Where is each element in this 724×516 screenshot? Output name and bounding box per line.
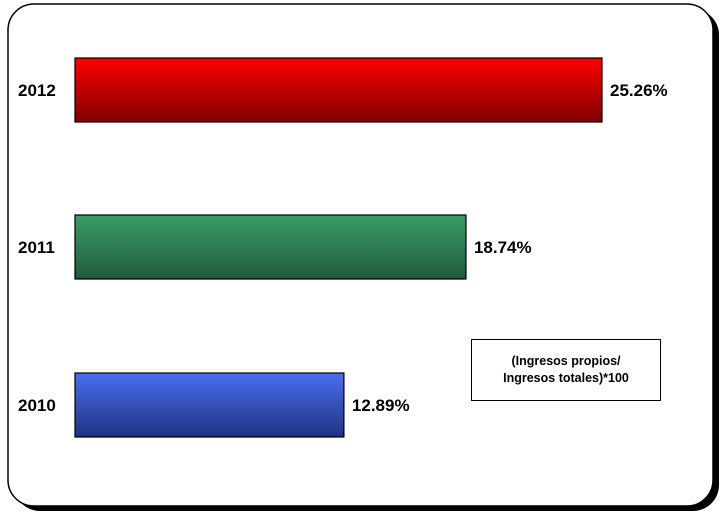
value-label-2012: 25.26%	[610, 81, 668, 100]
formula-line-1: (Ingresos propios/	[511, 354, 621, 368]
category-label-2011: 2011	[18, 238, 55, 257]
bar-2012	[74, 57, 603, 123]
formula-line-2: Ingresos totales)*100	[503, 371, 629, 385]
category-label-2012: 2012	[18, 81, 56, 100]
formula-annotation-box: (Ingresos propios/ Ingresos totales)*100	[471, 339, 661, 401]
bar-2011	[74, 214, 467, 280]
bar-2010	[74, 372, 345, 438]
value-label-2010: 12.89%	[352, 396, 410, 415]
value-label-2011: 18.74%	[474, 238, 532, 257]
bars-layer: 2012 25.26% 2011 18.74% 2010 12.89%	[18, 57, 668, 438]
category-label-2010: 2010	[18, 396, 56, 415]
